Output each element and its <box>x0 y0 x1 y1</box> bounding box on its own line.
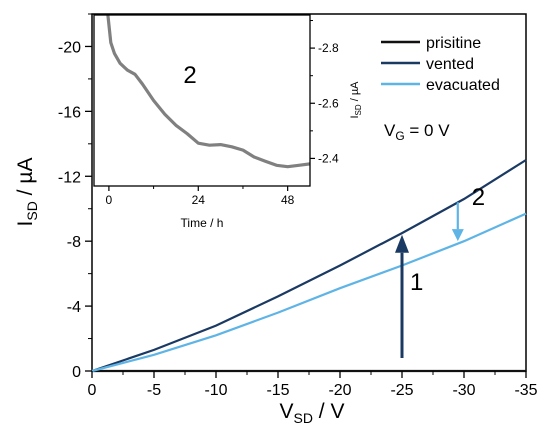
series-line-2 <box>91 212 527 373</box>
legend: prisitine vented evacuated <box>381 35 500 94</box>
arrow-2-label: 2 <box>472 184 485 211</box>
inset-y-axis-label: ISD / µA <box>349 81 363 119</box>
arrow-1-label: 1 <box>410 269 423 296</box>
main-y-tick-label: -20 <box>58 39 81 56</box>
arrows-group: 12 <box>395 184 485 359</box>
inset-y-axis: -2.4 -2.6 -2.8 <box>310 20 339 165</box>
main-y-axis: 0 -4 -8 -12 -16 -20 <box>58 13 92 381</box>
inset-background <box>94 15 310 186</box>
main-x-tick-label: -30 <box>452 382 475 399</box>
main-y-tick-label: -4 <box>67 299 81 316</box>
main-y-tick-label: 0 <box>72 364 81 381</box>
main-x-tick-label: -15 <box>266 382 289 399</box>
main-x-tick-label: -35 <box>514 382 537 399</box>
main-x-tick-label: 0 <box>88 382 97 399</box>
inset-x-axis-label: Time / h <box>181 216 224 230</box>
arrow-1-head <box>395 234 409 253</box>
gate-voltage-annotation: VG = 0 V <box>384 121 450 143</box>
inset-title: 2 <box>183 62 196 89</box>
main-x-tick-label: -10 <box>204 382 227 399</box>
legend-label-1: vented <box>426 56 474 73</box>
main-chart: 0 -5 -10 -15 -20 -25 -30 -35 0 -4 -8 -12 -16 -20 VSD… <box>14 13 538 426</box>
main-y-tick-label: -12 <box>58 169 81 186</box>
legend-label-2: evacuated <box>426 77 500 94</box>
inset-y-tick-label: -2.8 <box>318 41 339 55</box>
main-y-axis-label: ISD / µA <box>14 158 40 227</box>
main-x-tick-label: -25 <box>390 382 413 399</box>
inset-chart: 0 24 48 -2.4 -2.6 -2.8 2 Time / h ISD / µA <box>93 14 363 230</box>
main-series-group <box>91 159 527 373</box>
inset-y-tick-label: -2.4 <box>318 151 339 165</box>
inset-x-tick-label: 0 <box>106 193 113 207</box>
main-y-tick-label: -8 <box>67 234 81 251</box>
inset-x-tick-label: 24 <box>192 193 206 207</box>
arrow-2-head <box>451 229 464 242</box>
inset-x-tick-label: 48 <box>281 193 295 207</box>
series-line-1 <box>91 159 527 373</box>
main-x-tick-label: -5 <box>147 382 161 399</box>
main-x-tick-label: -20 <box>328 382 351 399</box>
inset-plot-frame <box>93 14 311 187</box>
main-x-axis-label: VSD / V <box>280 400 345 426</box>
inset-series-line-0 <box>106 15 310 169</box>
inset-y-tick-label: -2.6 <box>318 96 339 110</box>
inset-x-axis: 0 24 48 <box>106 186 295 207</box>
main-x-axis: 0 -5 -10 -15 -20 -25 -30 -35 <box>88 371 538 399</box>
main-y-tick-label: -16 <box>58 104 81 121</box>
legend-label-0: prisitine <box>426 35 481 52</box>
inset-series-group <box>106 15 310 169</box>
